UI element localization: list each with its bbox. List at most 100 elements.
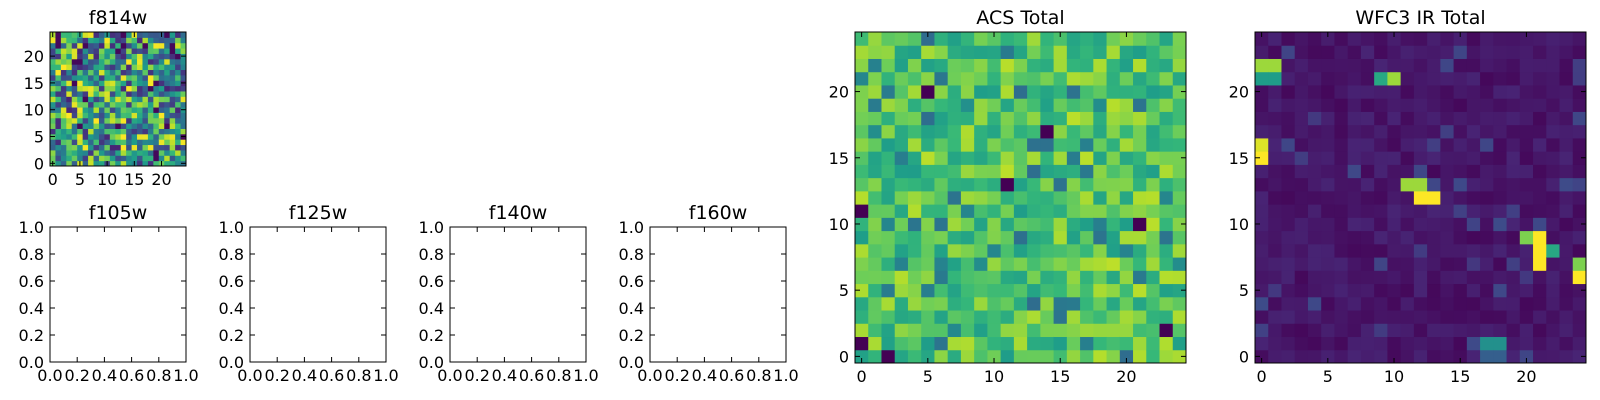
heatmap-cell [1546, 257, 1561, 271]
heatmap-cell [1427, 71, 1441, 86]
heatmap-cell [1493, 296, 1508, 311]
heatmap-cell [934, 323, 949, 338]
heatmap-cell [1374, 177, 1388, 192]
heatmap-cell [180, 64, 187, 71]
heatmap-cell [1027, 124, 1041, 139]
heatmap-cell [1013, 296, 1028, 311]
heatmap-cell [1080, 349, 1094, 364]
heatmap-cell [1427, 243, 1441, 258]
heatmap-cell [1546, 217, 1561, 232]
heatmap-cell [147, 53, 154, 60]
heatmap-cell [1159, 164, 1174, 179]
heatmap-cell [1027, 71, 1041, 86]
heatmap-cell [93, 48, 100, 54]
heatmap-cell [1506, 190, 1521, 205]
heatmap-cell [1066, 164, 1081, 179]
heatmap-cell [1466, 84, 1481, 99]
heatmap-cell [1440, 204, 1455, 218]
heatmap-cell [1440, 243, 1455, 258]
heatmap-cell [1413, 257, 1428, 271]
heatmap-cell [974, 349, 988, 364]
heatmap-cell [158, 64, 165, 71]
heatmap-cell [1413, 58, 1428, 73]
heatmap-cell [180, 58, 187, 65]
heatmap-cell [1027, 257, 1041, 271]
heatmap-cell [1093, 111, 1108, 126]
heatmap-cell [109, 96, 116, 103]
heatmap-cell [71, 149, 78, 156]
heatmap-cell [50, 74, 56, 81]
heatmap-cell [1360, 84, 1375, 99]
heatmap-cell [131, 155, 138, 162]
y-tick-label: 0.4 [219, 299, 244, 318]
heatmap-cell [881, 230, 896, 245]
heatmap-cell [1255, 111, 1269, 126]
heatmap-cell [1427, 32, 1441, 46]
heatmap-cell [974, 257, 988, 271]
panel-title: ACS Total [976, 7, 1064, 29]
heatmap-cell [115, 155, 122, 162]
heatmap-cell [1334, 32, 1349, 46]
heatmap-cell [55, 64, 62, 71]
heatmap-cell [1053, 177, 1068, 192]
heatmap-cell [1360, 243, 1375, 258]
heatmap-cell [907, 32, 922, 46]
heatmap-cell [868, 310, 882, 324]
heatmap-cell [1387, 310, 1402, 324]
heatmap-cell [1347, 310, 1362, 324]
heatmap-cell [1159, 217, 1174, 232]
heatmap-cell [153, 128, 160, 135]
heatmap-cell [1255, 336, 1269, 351]
heatmap-cell [153, 149, 160, 156]
heatmap-cell [169, 53, 176, 60]
heatmap-cell [1172, 296, 1187, 311]
heatmap-cell [1374, 151, 1388, 165]
y-tick-label: 0.0 [19, 353, 44, 372]
heatmap-cell [55, 101, 62, 108]
heatmap-cell [947, 111, 962, 126]
heatmap-cell [1093, 217, 1108, 232]
heatmap-cell [1453, 190, 1468, 205]
heatmap-cell [1480, 151, 1494, 165]
heatmap-cell [1133, 257, 1147, 271]
heatmap-cell [109, 64, 116, 71]
heatmap-cell [1066, 58, 1081, 73]
heatmap-cell [934, 45, 949, 59]
heatmap-cell [1027, 32, 1041, 46]
heatmap-cell [1159, 204, 1174, 218]
heatmap-cell [921, 151, 935, 165]
heatmap-cell [175, 58, 182, 65]
heatmap-cell [98, 90, 105, 97]
heatmap-cell [169, 112, 176, 119]
heatmap-cell [1400, 349, 1415, 364]
heatmap-cell [1466, 58, 1481, 73]
heatmap-cell [1347, 243, 1362, 258]
panel-title: f140w [489, 202, 548, 224]
heatmap-cell [987, 296, 1002, 311]
heatmap-cell [907, 310, 922, 324]
heatmap-cell [71, 133, 78, 140]
heatmap-cell [137, 85, 143, 92]
heatmap-cell [1533, 190, 1547, 205]
heatmap-cell [947, 164, 962, 179]
heatmap-cell [77, 69, 84, 76]
heatmap-cell [104, 96, 111, 103]
heatmap-cell [164, 123, 171, 129]
heatmap-cell [1400, 98, 1415, 112]
heatmap-cell [1506, 32, 1521, 46]
heatmap-cell [1080, 257, 1094, 271]
heatmap-cell [1374, 283, 1388, 298]
heatmap-cell [1119, 257, 1134, 271]
heatmap-cell [98, 58, 105, 65]
heatmap-cell [169, 144, 176, 151]
heatmap-cell [1493, 349, 1508, 364]
heatmap-cell [142, 139, 149, 146]
heatmap-cell [142, 144, 149, 151]
heatmap-cell [1466, 204, 1481, 218]
heatmap-cell [974, 283, 988, 298]
heatmap-cell [1519, 336, 1534, 351]
heatmap-cell [1466, 310, 1481, 324]
heatmap-cell [1159, 296, 1174, 311]
heatmap-cell [1146, 336, 1161, 351]
heatmap-cell [158, 112, 165, 119]
